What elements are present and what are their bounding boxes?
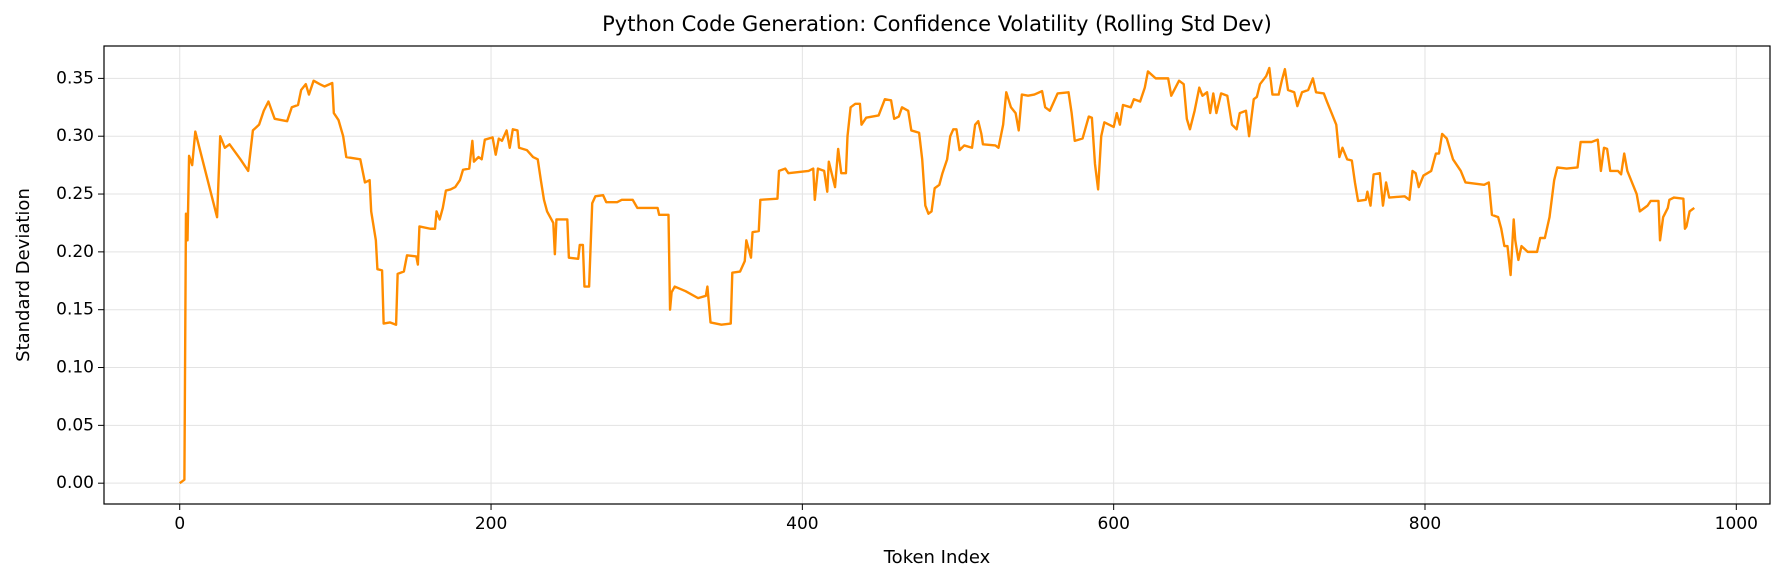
chart-title: Python Code Generation: Confidence Volat… — [602, 12, 1272, 36]
y-tick-label: 0.05 — [56, 415, 94, 435]
x-axis-label: Token Index — [883, 547, 991, 568]
y-tick-label: 0.00 — [56, 473, 94, 493]
x-tick-label: 1000 — [1715, 514, 1758, 534]
x-tick-label: 400 — [786, 514, 818, 534]
y-axis-label: Standard Deviation — [13, 188, 34, 362]
x-tick-label: 600 — [1097, 514, 1129, 534]
x-tick-label: 200 — [475, 514, 507, 534]
y-tick-label: 0.20 — [56, 242, 94, 262]
y-tick-label: 0.25 — [56, 184, 94, 204]
y-tick-label: 0.30 — [56, 126, 94, 146]
x-tick-label: 0 — [174, 514, 185, 534]
x-tick-label: 800 — [1409, 514, 1441, 534]
y-tick-label: 0.10 — [56, 358, 94, 378]
y-tick-label: 0.15 — [56, 300, 94, 320]
plot-frame — [103, 45, 1771, 505]
data-line — [179, 66, 1695, 485]
y-tick-label: 0.35 — [56, 68, 94, 88]
